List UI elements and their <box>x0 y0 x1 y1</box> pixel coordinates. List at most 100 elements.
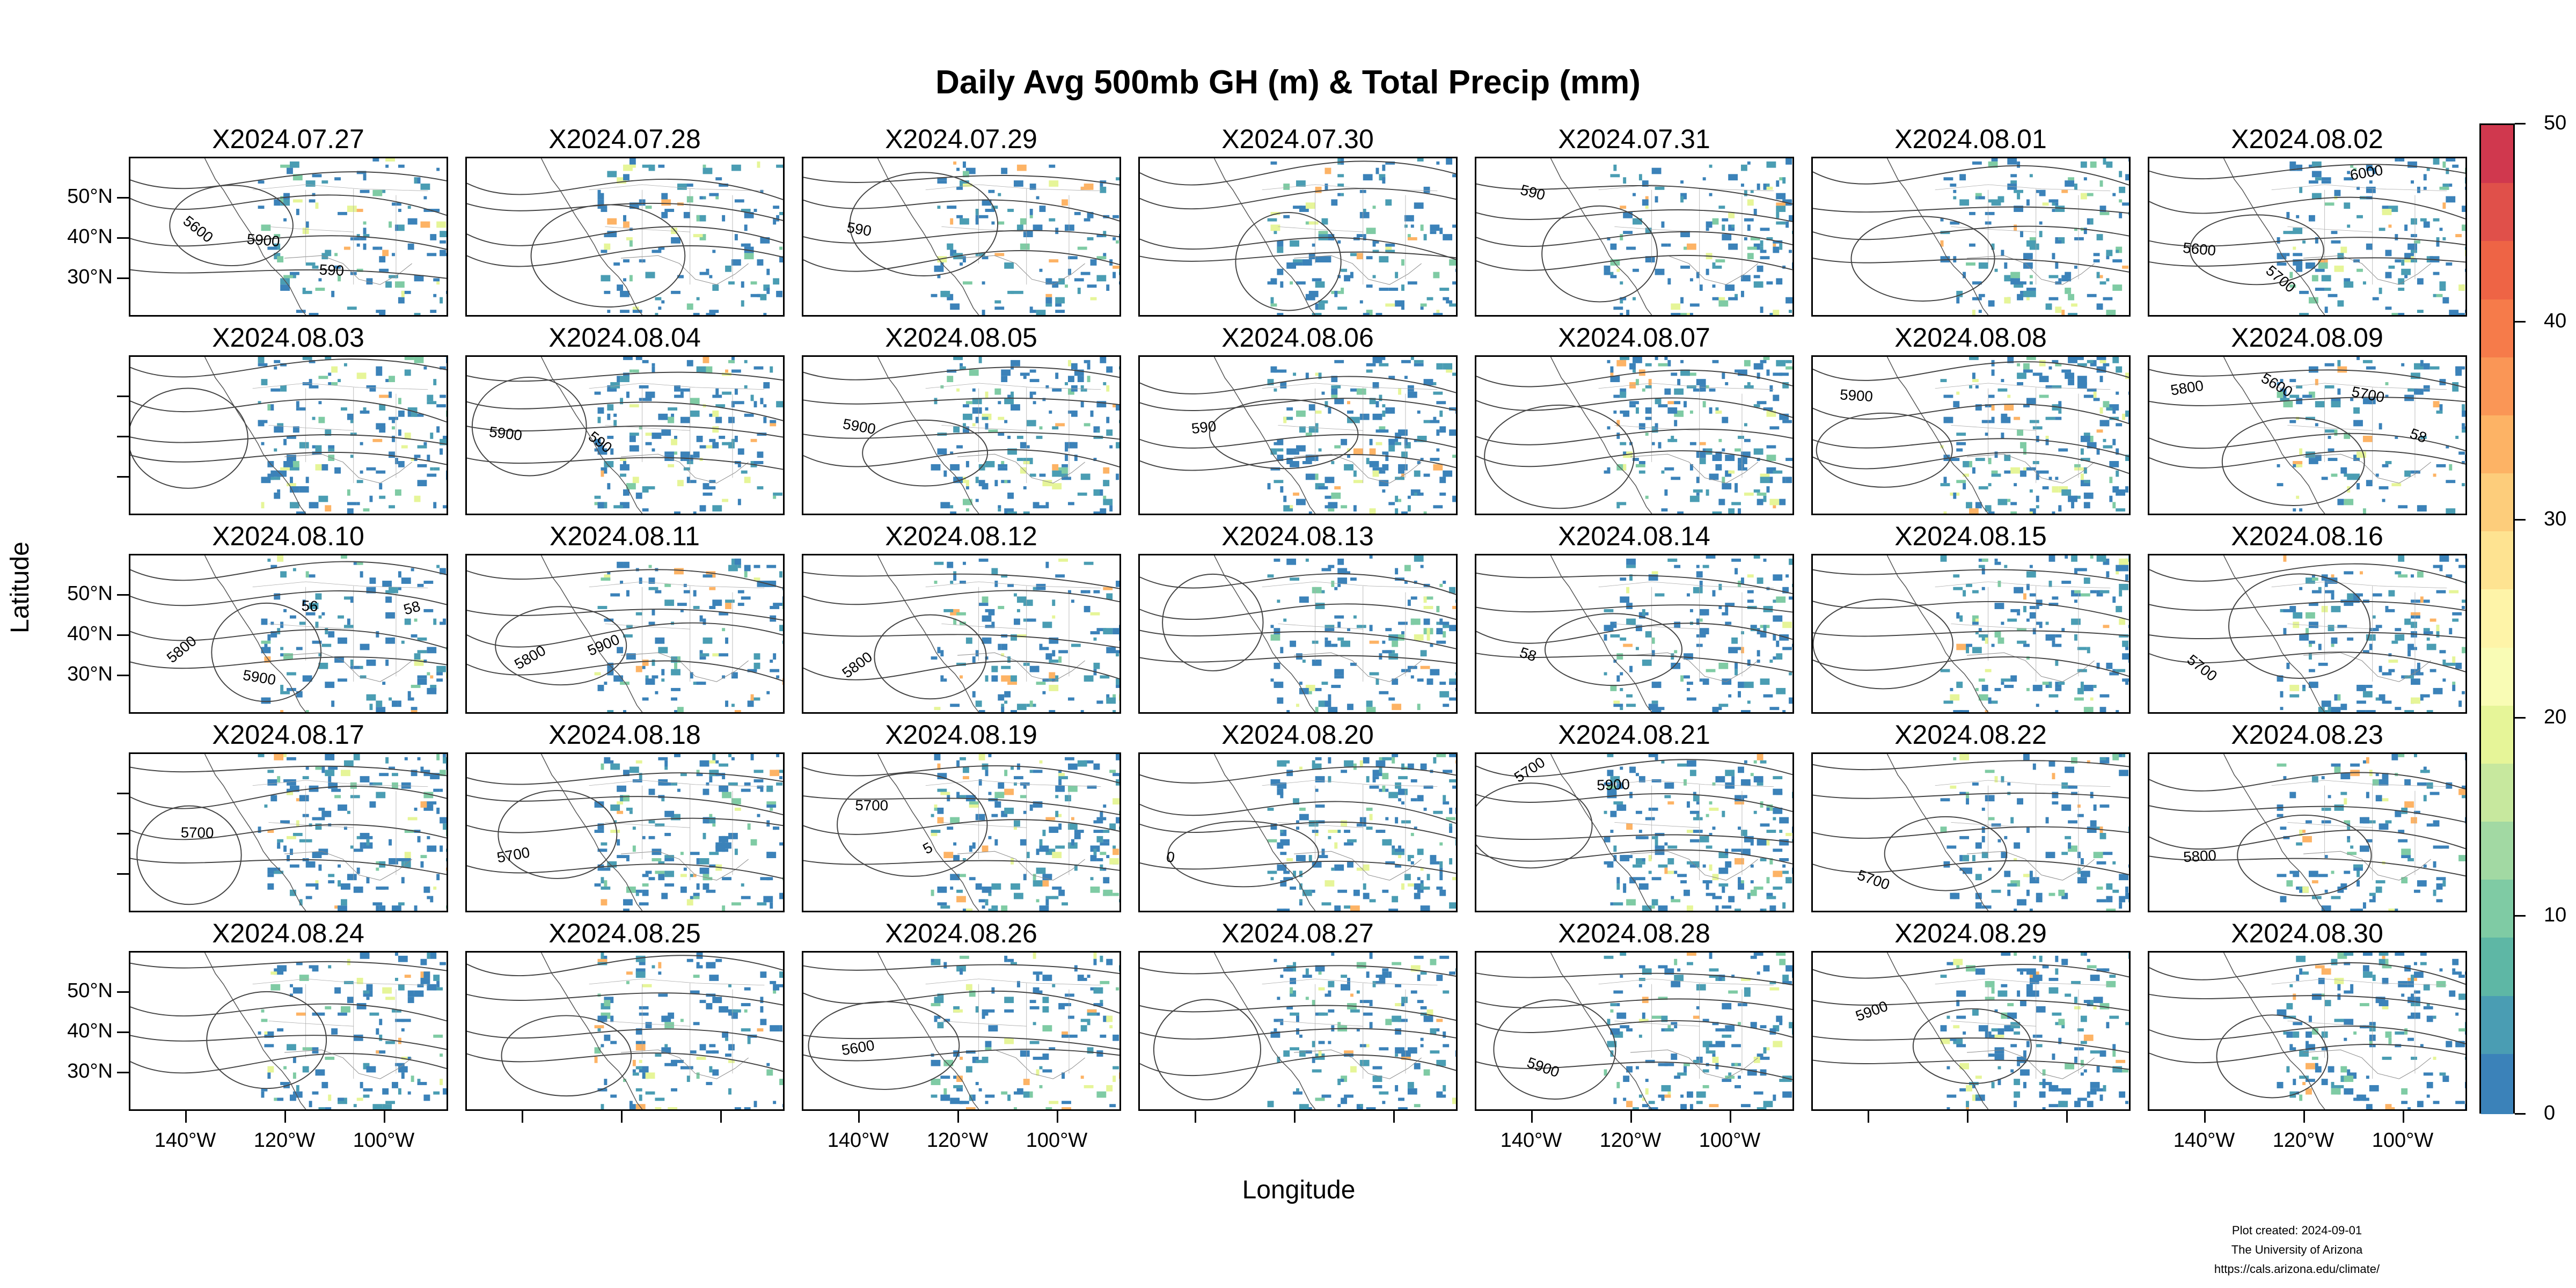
precip-cell <box>1113 265 1119 269</box>
precip-cell <box>956 215 963 218</box>
precip-cell <box>1011 634 1017 641</box>
precip-cell <box>1366 284 1373 288</box>
precip-cell <box>960 621 966 625</box>
precip-cell <box>341 407 347 411</box>
precip-cell <box>1084 388 1087 392</box>
precip-cell <box>702 618 706 625</box>
precip-cell <box>2344 798 2347 805</box>
precip-cell <box>1430 231 1437 235</box>
precip-cell <box>305 571 309 578</box>
precip-cell <box>2032 426 2043 430</box>
precip-cell <box>1613 394 1620 398</box>
precip-cell <box>1633 357 1642 363</box>
precip-cell <box>401 782 411 789</box>
precip-cell <box>994 253 1005 257</box>
precip-cell <box>420 861 424 868</box>
precip-cell <box>1769 385 1773 392</box>
precip-cell <box>1055 228 1059 231</box>
precip-cell <box>1039 473 1046 477</box>
precip-cell <box>2299 186 2303 193</box>
precip-cell <box>1417 877 1421 881</box>
precip-cell <box>1071 599 1074 603</box>
precip-cell <box>1785 574 1789 578</box>
precip-cell <box>2347 171 2351 174</box>
precip-cell <box>1706 555 1716 559</box>
precip-cell <box>2099 275 2103 279</box>
precip-cell <box>446 710 447 712</box>
precip-cell <box>1007 492 1014 499</box>
precip-cell <box>287 435 296 439</box>
precip-cell <box>2302 886 2309 893</box>
precip-cell <box>1116 473 1119 480</box>
precip-cell <box>635 612 642 616</box>
precip-cell <box>312 817 322 821</box>
precip-cell <box>392 773 398 777</box>
precip-cell <box>1331 461 1335 464</box>
precip-cell <box>296 1085 299 1092</box>
precip-cell <box>1023 810 1027 814</box>
precip-cell <box>1331 685 1341 688</box>
precip-cell <box>1773 817 1776 821</box>
precip-cell <box>757 486 764 489</box>
precip-cell <box>1267 870 1277 874</box>
precip-cell <box>299 486 306 489</box>
precip-cell <box>1392 678 1399 685</box>
precip-cell <box>1337 889 1348 893</box>
precip-cell <box>620 376 630 379</box>
precip-cell <box>2065 372 2075 379</box>
precip-cell <box>779 776 783 780</box>
precip-cell <box>2119 565 2129 572</box>
precip-cell <box>594 438 601 445</box>
precip-cell <box>2119 199 2123 203</box>
precip-cell <box>1116 817 1119 824</box>
precip-cell <box>1385 407 1395 414</box>
precip-cell <box>440 240 447 244</box>
precip-cell <box>1623 883 1627 890</box>
precip-cell <box>1972 647 1982 654</box>
precip-cell <box>2080 858 2084 865</box>
contour-line <box>1476 653 1792 673</box>
precip-cell <box>1747 161 1751 165</box>
precip-cell <box>1613 801 1623 805</box>
precip-cell <box>2420 770 2430 773</box>
precip-cell <box>597 1088 608 1092</box>
precip-cell <box>2395 435 2398 439</box>
precip-cell <box>1001 369 1011 376</box>
precip-cell <box>1058 823 1062 830</box>
precip-cell <box>943 470 947 477</box>
precip-cell <box>664 760 668 767</box>
precip-cell <box>1100 842 1110 846</box>
state-line <box>925 383 1101 390</box>
precip-cell <box>1270 297 1274 304</box>
precip-cell <box>356 268 363 272</box>
precip-cell <box>668 464 675 467</box>
precip-cell <box>696 297 700 301</box>
contour-line <box>803 431 1119 440</box>
precip-cell <box>737 499 741 506</box>
precip-cell <box>433 987 443 991</box>
precip-cell <box>2308 215 2315 222</box>
precip-cell <box>2014 909 2017 911</box>
panel-title: X2024.08.05 <box>885 323 1037 353</box>
precip-cell <box>1740 880 1744 884</box>
state-line <box>925 581 1101 589</box>
precip-cell <box>728 360 735 363</box>
precip-cell <box>1645 433 1649 436</box>
precip-cell <box>950 505 954 509</box>
precip-cell <box>1055 423 1065 427</box>
precip-cell <box>661 678 665 682</box>
precip-cell <box>2103 445 2113 449</box>
precip-cell <box>309 823 312 827</box>
contour-label: 5900 <box>1839 386 1874 405</box>
precip-cell <box>369 385 376 392</box>
precip-cell <box>1972 281 1982 285</box>
precip-cell <box>1975 385 1979 389</box>
precip-cell <box>1392 757 1395 764</box>
precip-cell <box>985 461 995 467</box>
precip-cell <box>1410 832 1414 836</box>
precip-cell <box>2128 660 2129 663</box>
precip-cell <box>728 565 738 572</box>
precip-cell <box>389 391 392 398</box>
precip-cell <box>1049 218 1056 222</box>
precip-cell <box>2001 433 2004 439</box>
